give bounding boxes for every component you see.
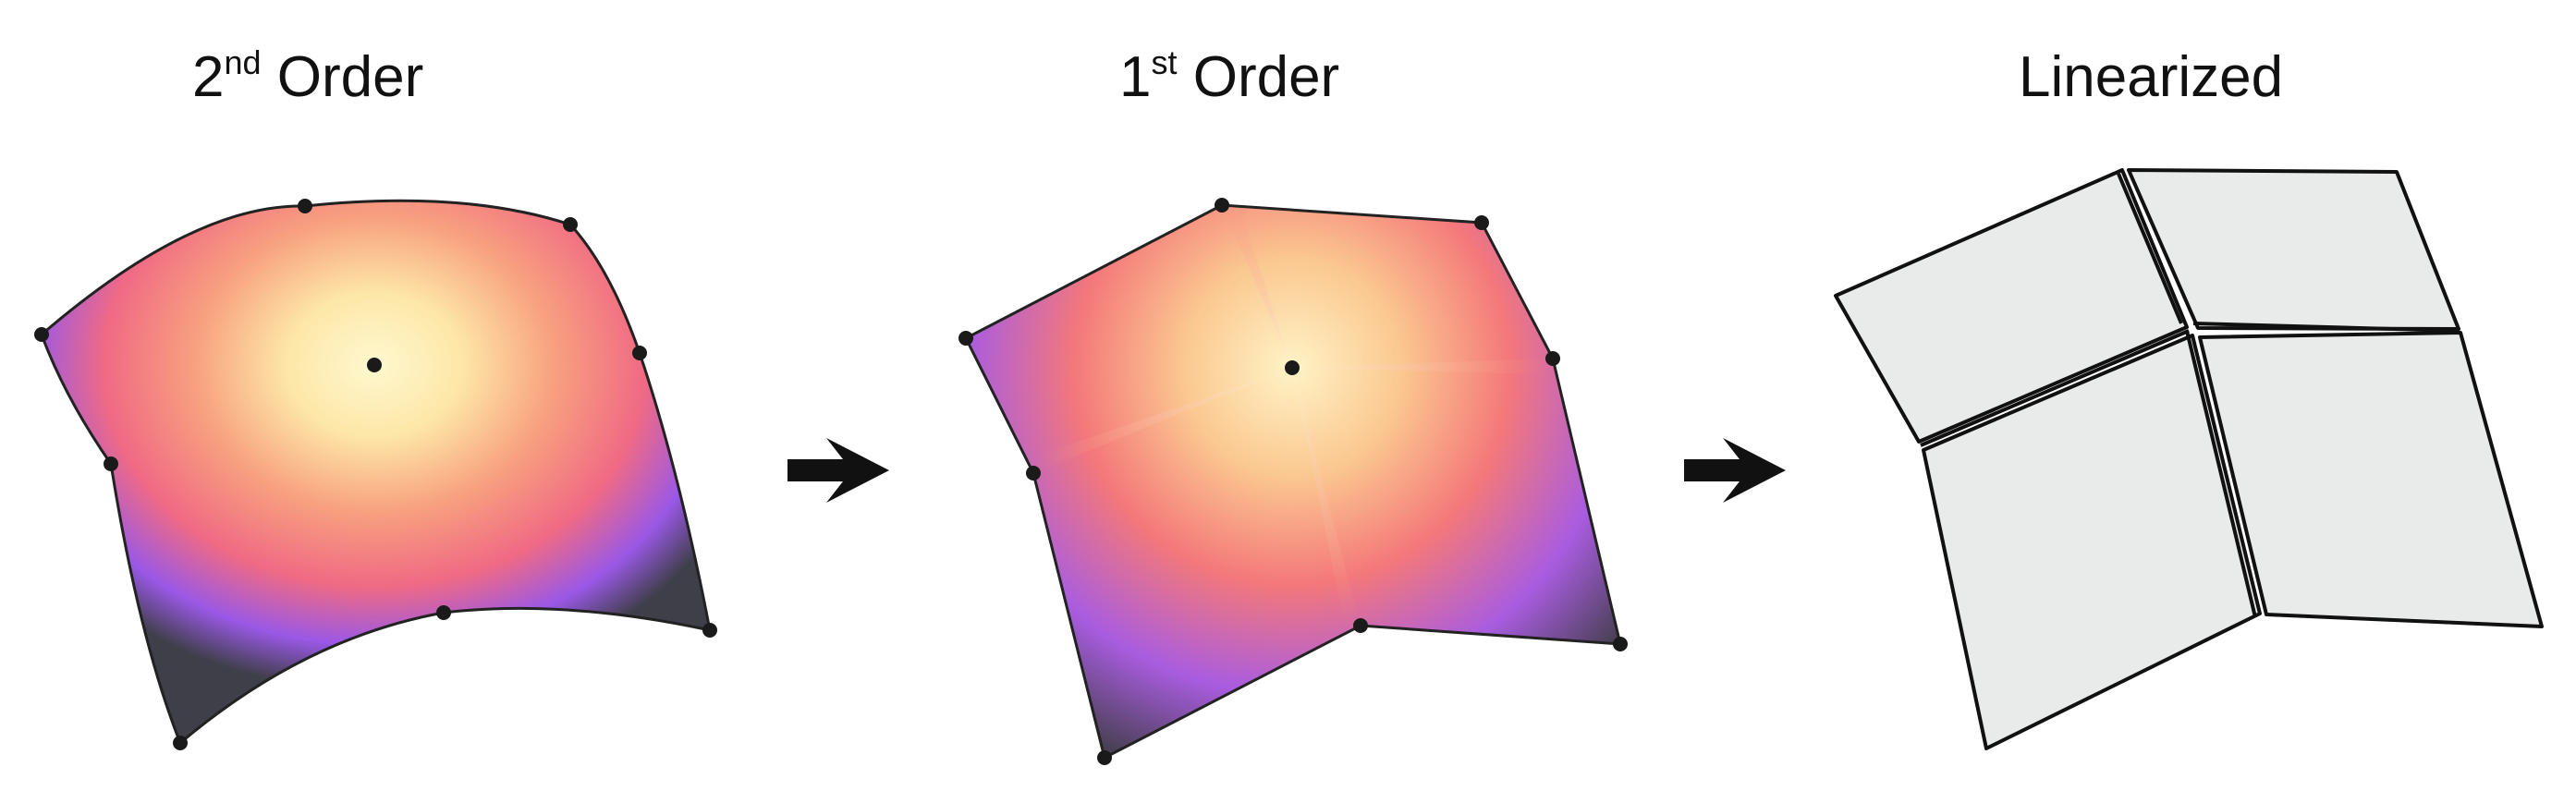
control-point — [1097, 750, 1112, 765]
seam-line — [1920, 329, 2190, 447]
second-order-surface — [34, 199, 717, 750]
control-point — [34, 327, 49, 342]
control-point — [632, 346, 647, 360]
seam-line — [2185, 330, 2257, 618]
control-point — [298, 199, 312, 213]
control-point — [436, 605, 451, 620]
control-point — [1353, 618, 1368, 633]
control-point — [1545, 351, 1560, 366]
panel-title-linearized: Linearized — [2019, 45, 2283, 109]
control-point — [1613, 637, 1628, 651]
control-point — [563, 217, 578, 232]
control-point — [1474, 215, 1489, 230]
panel-title-first-order: 1st Order — [1119, 43, 1339, 109]
control-point — [1026, 466, 1041, 481]
linearized-tile-top-left — [1834, 168, 2189, 444]
linearized-tile-bottom-right — [2198, 331, 2544, 628]
panel-title-second-order: 2nd Order — [192, 43, 423, 109]
seam-line — [2192, 322, 2460, 333]
seam-line — [2117, 173, 2183, 324]
control-point — [1215, 198, 1229, 213]
center-point — [1285, 360, 1300, 375]
second-order-control-points — [34, 199, 717, 750]
second-order-patch — [40, 199, 712, 746]
linearized-mesh — [1834, 168, 2544, 750]
first-order-control-points — [958, 198, 1628, 765]
control-point — [173, 736, 188, 750]
center-point — [367, 358, 382, 372]
control-point — [958, 331, 973, 346]
right-arrow-icon — [1684, 438, 1786, 503]
first-order-surface — [958, 198, 1628, 765]
right-arrow-icon — [787, 438, 889, 503]
linearized-tile-bottom-left — [1922, 334, 2262, 750]
control-point — [104, 456, 118, 471]
control-point — [702, 623, 717, 638]
